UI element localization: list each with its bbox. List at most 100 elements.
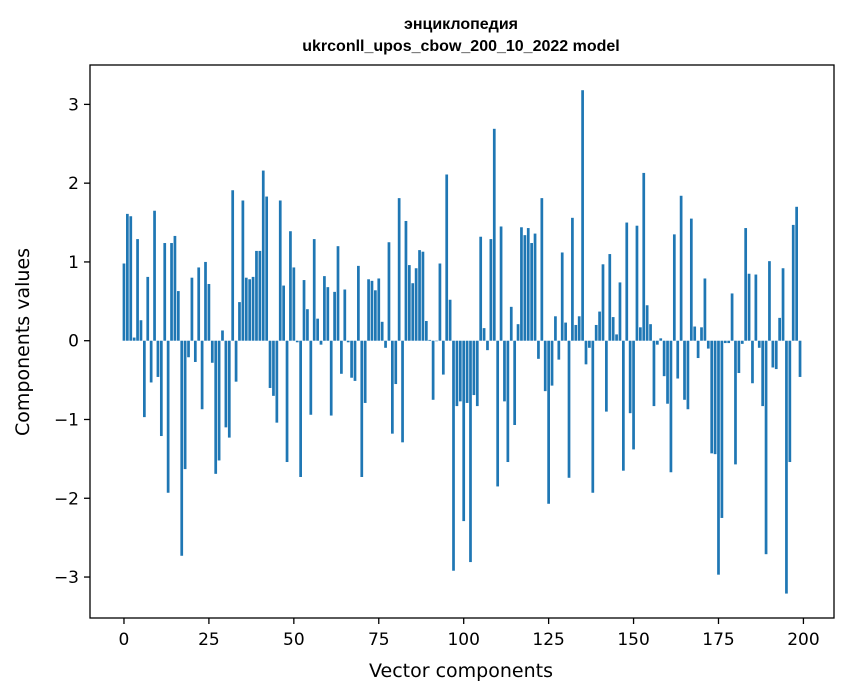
bar — [693, 326, 697, 341]
bar — [496, 340, 500, 487]
bar — [523, 235, 527, 341]
bar — [761, 340, 765, 407]
bar — [170, 243, 173, 341]
bar — [367, 279, 370, 341]
bar — [513, 340, 517, 425]
bar — [557, 340, 561, 360]
bar — [241, 200, 245, 341]
x-ticks-group: 0 25 50 75 100 125 150 175 200 — [119, 618, 820, 650]
bar — [401, 340, 404, 443]
bar — [727, 340, 731, 344]
y-tick-label: 2 — [68, 174, 79, 194]
bar — [346, 340, 350, 343]
bar — [506, 340, 510, 463]
bar — [666, 340, 669, 404]
bar — [397, 198, 401, 341]
bar — [360, 340, 364, 477]
bar — [380, 321, 384, 341]
bar — [146, 276, 150, 341]
bar — [343, 289, 347, 341]
bar — [336, 246, 340, 341]
bar — [452, 340, 455, 571]
bar — [795, 206, 798, 341]
bar — [465, 340, 469, 403]
bar — [757, 340, 761, 348]
bar — [278, 200, 282, 341]
bar — [200, 340, 204, 410]
bar — [588, 340, 591, 348]
bar — [564, 322, 567, 341]
bar — [492, 128, 496, 341]
bar — [163, 243, 167, 341]
bar — [547, 340, 550, 504]
bar — [672, 234, 676, 341]
bar — [193, 340, 197, 362]
bar — [791, 224, 795, 341]
bar — [594, 324, 598, 341]
y-tick-label: −1 — [54, 410, 79, 430]
bar — [261, 170, 265, 341]
bar — [713, 340, 717, 455]
bar — [764, 340, 768, 555]
bar — [221, 330, 224, 341]
bar — [387, 242, 391, 341]
bar — [649, 324, 652, 341]
bar — [122, 263, 126, 341]
bar — [238, 302, 241, 341]
bar — [149, 340, 153, 383]
bar — [622, 340, 625, 471]
bar — [696, 340, 700, 359]
bar — [642, 172, 646, 341]
bar — [655, 340, 659, 345]
bar — [404, 220, 408, 341]
bar — [306, 309, 309, 341]
y-ticks-group: −3 −2 −1 0 1 2 3 — [54, 95, 90, 588]
bar — [340, 340, 343, 374]
bar — [265, 196, 269, 341]
x-tick-label: 100 — [447, 630, 479, 650]
bar — [129, 216, 133, 341]
bar — [669, 340, 673, 473]
bar — [319, 340, 323, 345]
bar — [526, 228, 530, 341]
x-tick-label: 125 — [532, 630, 564, 650]
bar — [469, 340, 472, 563]
bar — [176, 291, 180, 341]
bar — [173, 235, 177, 341]
bar — [689, 218, 693, 341]
bar — [659, 338, 663, 341]
bar — [258, 250, 262, 341]
bar — [581, 90, 584, 341]
bar — [577, 316, 581, 341]
bar — [584, 340, 588, 365]
bar — [370, 280, 374, 341]
bar — [747, 273, 751, 341]
bar — [180, 340, 184, 556]
bar — [768, 261, 771, 341]
bar — [615, 334, 618, 341]
bar — [272, 340, 275, 396]
bar — [754, 274, 758, 341]
bar — [632, 340, 635, 450]
bar — [605, 340, 608, 412]
bar — [543, 340, 547, 392]
bar — [282, 285, 285, 341]
bar — [530, 243, 533, 341]
bar — [458, 340, 462, 402]
bar — [710, 340, 714, 454]
bar — [350, 340, 353, 378]
bar — [210, 340, 214, 363]
bar — [407, 265, 411, 341]
bar — [778, 317, 781, 341]
bar — [734, 340, 737, 465]
bar — [598, 311, 601, 341]
bar — [700, 327, 703, 341]
bar — [244, 277, 248, 341]
bar — [329, 340, 333, 416]
bar — [550, 340, 554, 386]
bar — [299, 340, 302, 477]
bar — [499, 226, 503, 341]
bar — [312, 239, 316, 341]
chart-subtitle: ukrconll_upos_cbow_200_10_2022 model — [302, 38, 619, 55]
